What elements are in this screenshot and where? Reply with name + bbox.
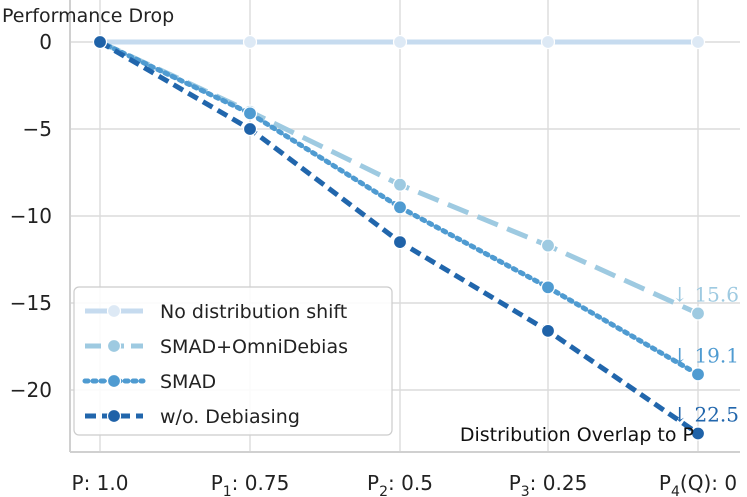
- legend-marker: [106, 408, 122, 424]
- data-point: [392, 177, 408, 192]
- axes: 0 −5 −10 −15 −20 P: 1.0 P1: 0.75 P2: 0.5 P3: 0.2…: [10, 0, 740, 497]
- legend-marker: [106, 338, 122, 354]
- series-w-o-debiasing: [92, 34, 706, 441]
- x-tick-label: P3: 0.25: [509, 471, 588, 497]
- data-point: [242, 121, 258, 137]
- data-point: [690, 367, 706, 382]
- y-axis-title: Performance Drop: [2, 5, 174, 27]
- y-tick-label: −15: [10, 291, 52, 315]
- x-tick-label: P2: 0.5: [367, 471, 433, 497]
- data-point: [540, 238, 556, 253]
- drop-annotation: ↓ 19.1: [671, 343, 739, 367]
- data-point: [92, 34, 108, 50]
- y-tick-label: −10: [10, 204, 52, 228]
- legend-label: No distribution shift: [160, 301, 347, 323]
- data-point: [392, 34, 408, 50]
- series-smad-omnidebias: [92, 34, 706, 321]
- data-point: [690, 426, 706, 441]
- series-no-distribution-shift: [92, 34, 706, 50]
- legend-box: [73, 286, 393, 436]
- x-tick-label: P1: 0.75: [211, 471, 290, 497]
- x-tick-label: P4(Q): 0: [659, 471, 737, 497]
- data-point: [392, 235, 408, 250]
- legend-marker: [106, 303, 122, 319]
- data-point: [540, 34, 556, 50]
- data-point: [242, 106, 258, 121]
- data-point: [242, 34, 258, 50]
- x-tick-label: P: 1.0: [72, 471, 129, 495]
- drop-annotation: ↓ 15.6: [671, 282, 739, 306]
- data-point: [690, 34, 706, 50]
- series: ↓ 15.6 ↓ 19.1 ↓ 22.5: [92, 34, 739, 441]
- x-axis-title: Distribution Overlap to P: [460, 424, 694, 446]
- legend-marker: [106, 373, 122, 389]
- legend-label: SMAD+OmniDebias: [160, 336, 348, 358]
- y-tick-label: −20: [10, 378, 52, 402]
- data-point: [540, 323, 556, 338]
- y-tick-label: −5: [23, 117, 52, 141]
- drop-annotation: ↓ 22.5: [671, 403, 739, 427]
- data-point: [540, 280, 556, 295]
- data-point: [690, 306, 706, 321]
- legend-label: w/o. Debiasing: [160, 406, 300, 428]
- y-tick-label: 0: [39, 30, 52, 54]
- data-point: [392, 200, 408, 215]
- labels: Performance Drop Distribution Overlap to…: [2, 5, 694, 446]
- legend: No distribution shift SMAD+OmniDebias SMAD…: [73, 286, 393, 436]
- legend-label: SMAD: [160, 371, 216, 393]
